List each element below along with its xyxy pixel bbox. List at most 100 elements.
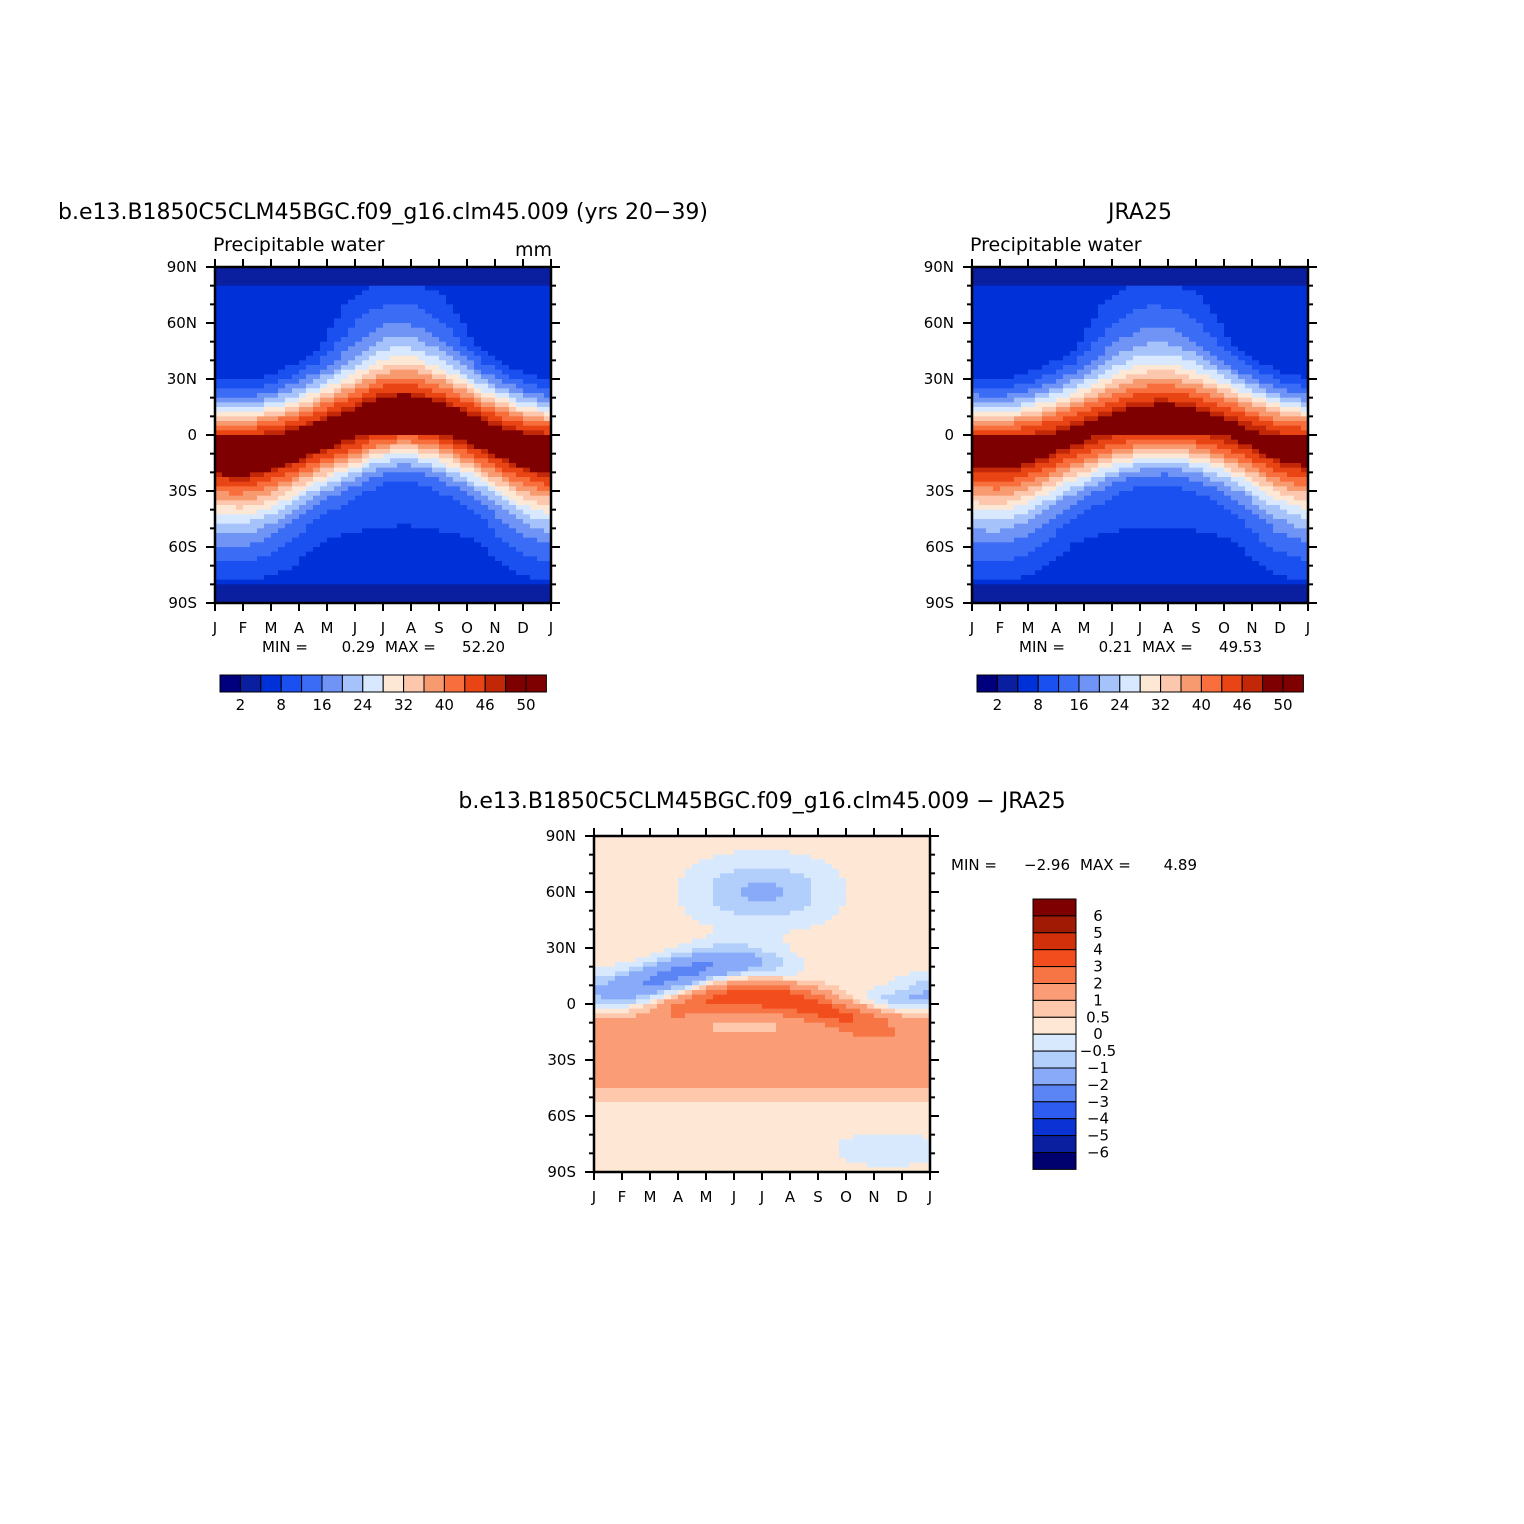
heatmap-cell [376,341,426,347]
heatmap-cell [530,477,552,483]
x-tick-label: O [840,1188,852,1206]
heatmap-cell [1273,528,1309,534]
heatmap-cell [1259,537,1302,543]
panel-diff-max-value: 4.89 [1164,856,1197,874]
heatmap-cell [1084,463,1099,469]
panel-diff-min-label: MIN = [951,856,997,874]
heatmap-cell [250,542,286,548]
panel-diff-min-value: −2.96 [1024,856,1070,874]
heatmap-cell [1287,388,1309,394]
heatmap-cell [348,500,461,506]
heatmap-cell [327,509,475,515]
colorbar-label: 0 [1093,1025,1103,1043]
heatmap-cell [1035,570,1274,576]
heatmap-cell [439,453,454,459]
heatmap-cell [1259,449,1309,455]
heatmap-cell [257,421,286,427]
heatmap-cell [474,495,489,501]
heatmap-cell [1287,551,1309,557]
heatmap-cell [1217,341,1232,347]
heatmap-cell [860,999,875,1005]
heatmap-cell [972,337,1085,343]
heatmap-cell [1252,556,1302,562]
heatmap-cell [320,416,328,422]
heatmap-cell [488,449,552,455]
heatmap-cell [1217,533,1260,539]
heatmap-cell [706,980,714,986]
heatmap-cell [713,980,728,986]
heatmap-cell [1301,505,1309,511]
heatmap-cell [474,397,482,403]
heatmap-cell [1252,388,1267,394]
heatmap-cell [481,360,503,366]
heatmap-cell [664,980,693,986]
colorbar-label: 46 [476,696,495,714]
y-tick-label: 90N [167,258,197,276]
heatmap-cell [1021,402,1036,408]
heatmap-cell [1077,388,1092,394]
heatmap-cell [278,379,300,385]
heatmap-cell [1112,435,1211,441]
heatmap-cell [1224,505,1246,511]
heatmap-cell [292,500,307,506]
heatmap-cell [1273,570,1309,576]
heatmap-cell [692,938,784,944]
heatmap-cell [390,346,412,352]
heatmap-cell [1105,383,1120,389]
heatmap-cell [425,365,440,371]
heatmap-cell [706,990,728,996]
heatmap-cell [362,290,440,296]
colorbar-swatch [1032,1118,1077,1137]
heatmap-cell [972,537,1015,543]
x-tick-label: A [785,1188,796,1206]
heatmap-cell [467,365,475,371]
y-tick-label: 60S [168,538,197,556]
heatmap-cell [1063,491,1078,497]
heatmap-cell [348,486,377,492]
heatmap-cell [1224,463,1239,469]
heatmap-cell [1035,379,1057,385]
colorbar-swatch [1032,966,1077,984]
heatmap-cell [355,365,370,371]
heatmap-cell [657,990,665,996]
heatmap-cell [972,355,1064,361]
heatmap-cell [1063,355,1078,361]
heatmap-cell [1252,491,1267,497]
heatmap-cell [306,374,321,380]
heatmap-cell [1245,407,1267,413]
heatmap-cell [474,453,489,459]
heatmap-cell [1217,500,1239,506]
heatmap-cell [509,477,531,483]
heatmap-cell [355,355,370,361]
heatmap-cell [1182,467,1204,473]
x-tick-label: A [406,619,417,637]
heatmap-cell [972,444,1071,450]
colorbar-swatch [505,674,527,693]
heatmap-cell [523,416,545,422]
heatmap-cell [1035,528,1057,534]
heatmap-cell [1084,397,1099,403]
heatmap-cell [292,486,307,492]
heatmap-cell [544,411,552,417]
x-tick-label: J [969,619,974,637]
heatmap-cell [509,486,517,492]
heatmap-cell [474,351,489,357]
heatmap-cell [1126,285,1183,291]
heatmap-cell [1231,351,1246,357]
heatmap-cell [215,388,279,394]
heatmap-cell [1084,332,1106,338]
heatmap-cell [972,598,1309,604]
heatmap-cell [846,1158,931,1164]
heatmap-cell [972,467,1022,473]
heatmap-cell [993,486,1001,492]
heatmap-cell [509,393,524,399]
heatmap-cell [495,407,510,413]
heatmap-cell [594,1027,714,1033]
heatmap-cell [1238,369,1260,375]
heatmap-cell [383,453,419,459]
heatmap-cell [369,369,391,375]
heatmap-cell [1014,383,1043,389]
heatmap-cell [313,453,335,459]
heatmap-cell [692,915,833,921]
heatmap-cell [341,383,356,389]
